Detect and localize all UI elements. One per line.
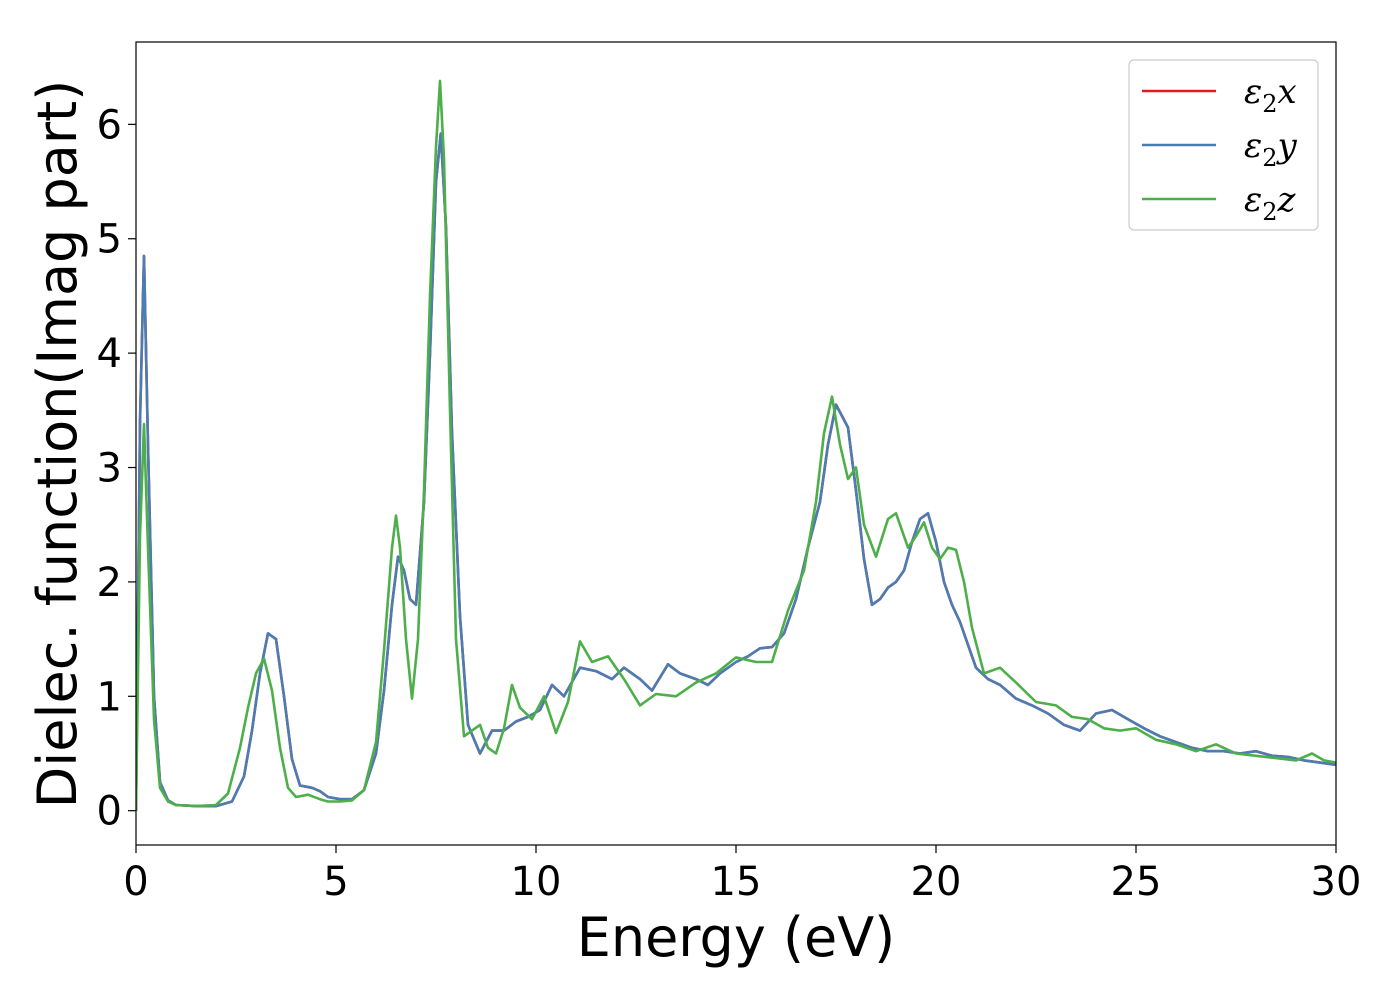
x-tick-label: 30 xyxy=(1311,859,1362,905)
series-line-y xyxy=(136,132,1336,811)
y-axis-title: Dielec. function(Imag part) xyxy=(26,80,89,809)
legend: ε2x ε2y ε2z xyxy=(1128,59,1319,231)
y-tick-label: 3 xyxy=(97,446,122,492)
x-axis-title: Energy (eV) xyxy=(577,906,896,969)
legend-label-x: ε2x xyxy=(1244,72,1297,118)
y-tick-label: 0 xyxy=(97,789,122,835)
legend-label-y: ε2y xyxy=(1244,126,1298,172)
y-tick-label: 6 xyxy=(97,102,122,148)
legend-label-z: ε2z xyxy=(1244,180,1297,226)
y-axis: 0 1 2 3 4 5 6 xyxy=(97,102,136,835)
legend-frame xyxy=(1128,59,1319,231)
y-tick-label: 4 xyxy=(97,331,122,377)
series-layer xyxy=(136,79,1336,811)
x-tick-label: 25 xyxy=(1111,859,1162,905)
y-tick-label: 2 xyxy=(97,560,122,606)
x-tick-label: 10 xyxy=(511,859,562,905)
x-tick-label: 20 xyxy=(911,859,962,905)
x-axis: 0 5 10 15 20 25 30 xyxy=(123,845,1361,905)
x-tick-label: 0 xyxy=(123,859,148,905)
y-tick-label: 1 xyxy=(97,674,122,720)
x-tick-label: 5 xyxy=(323,859,348,905)
y-tick-label: 5 xyxy=(97,217,122,263)
series-line-z xyxy=(136,79,1336,811)
x-tick-label: 15 xyxy=(711,859,762,905)
